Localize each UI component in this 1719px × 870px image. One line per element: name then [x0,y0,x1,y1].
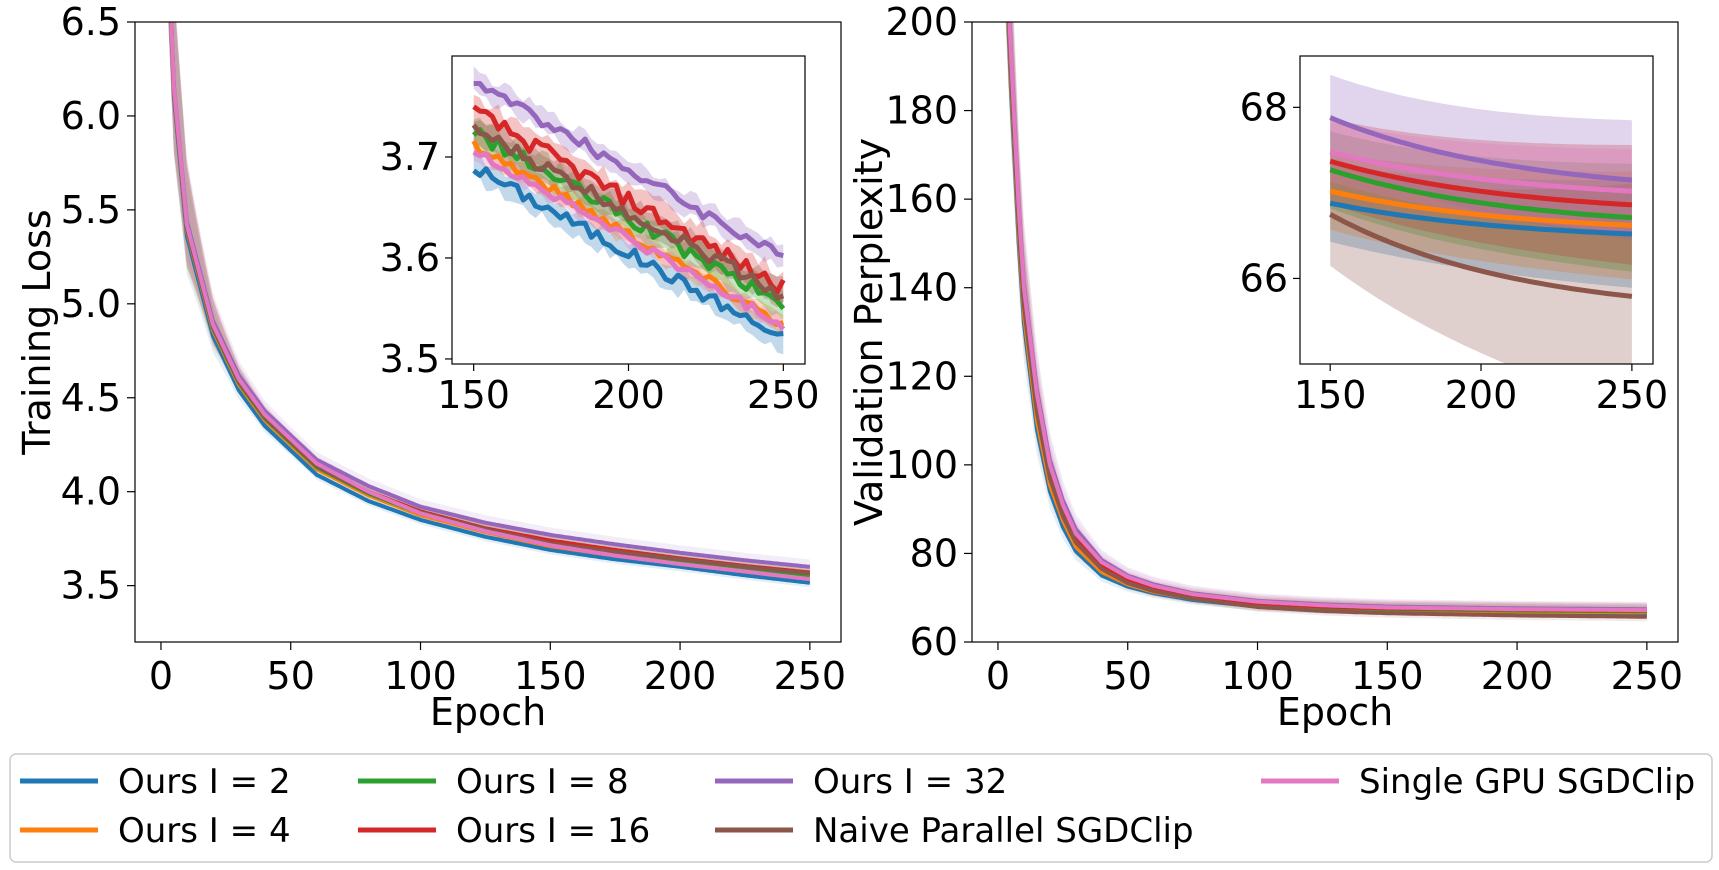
training-loss-xtick-label-250: 250 [774,654,847,698]
training-loss-ytick-label-5.0: 5.0 [61,282,121,326]
validation-perplexity-axes-frame [971,21,1679,643]
validation-perplexity-xtick-label-0: 0 [986,654,1010,698]
validation-perplexity-ylabel: Validation Perplexity [847,138,891,526]
validation-perplexity-ytick-label-100: 100 [885,443,958,487]
training-loss-xtick-label-150: 150 [514,654,587,698]
training-loss-line-single-gpu-sgdclip [169,22,811,582]
validation-perplexity-ytick-label-60: 60 [910,620,958,664]
validation-perplexity-inset-line-single-gpu-sgdclip [1329,149,1633,194]
validation-perplexity-ytick-label-120: 120 [885,354,958,398]
training-loss-inset-line-single-gpu-sgdclip [472,150,786,331]
training-loss-xtick-label-0: 0 [149,654,173,698]
validation-perplexity-chart: 0 50 100 150 200 250 60 80 100 120 140 160 180 200 E… [847,0,1683,734]
legend-label-single-gpu-sgdclip: Single GPU SGDClip [1359,762,1695,802]
training-loss-line-ours-i-2 [169,22,811,585]
training-loss-inset-ytick-label-3.6: 3.6 [380,236,440,280]
training-loss-inset-ytick-label-3.5: 3.5 [380,337,440,381]
validation-perplexity-ytick-label-180: 180 [885,89,958,133]
training-loss-ytick-label-3.5: 3.5 [61,564,121,608]
validation-perplexity-inset-xtick-label-200: 200 [1445,373,1518,417]
validation-perplexity-inset-line-ours-i-16 [1329,158,1633,208]
training-loss-inset-xtick-label-150: 150 [437,373,510,417]
training-loss-inset-xtick-label-200: 200 [592,373,665,417]
training-loss-xtick-label-50: 50 [267,654,315,698]
validation-perplexity-xtick-label-250: 250 [1611,654,1684,698]
training-loss-inset-line-naive-parallel-sgdclip [471,123,785,301]
validation-perplexity-inset-line-ours-i-2 [1329,200,1633,237]
training-loss-inset-line-ours-i-16 [472,104,786,295]
training-loss-ylabel: Training Loss [15,209,59,455]
validation-perplexity-inset-line-ours-i-4 [1329,188,1633,228]
validation-perplexity-line-naive-parallel-sgdclip [1006,22,1647,619]
training-loss-inset-xtick-label-250: 250 [747,373,820,417]
validation-perplexity-ytick-label-80: 80 [910,531,958,575]
training-loss-ytick-label-4.5: 4.5 [61,376,121,420]
legend-label-ours-i-8: Ours I = 8 [456,762,629,802]
legend-label-ours-i-4: Ours I = 4 [118,811,291,851]
validation-perplexity-inset-line-ours-i-32 [1329,115,1633,183]
training-loss-inset-ytick-label-3.7: 3.7 [380,135,440,179]
validation-perplexity-ytick-label-160: 160 [885,177,958,221]
validation-perplexity-inset: 150 200 250 66 68 [1240,55,1669,417]
legend: Ours I = 2 Ours I = 4 Ours I = 8 Ours I = 1… [9,753,1713,863]
training-loss-axes-frame [134,21,842,643]
training-loss-ytick-label-6.5: 6.5 [61,0,121,44]
training-loss-xlabel: Epoch [430,690,546,734]
training-loss-ytick-label-6.0: 6.0 [61,94,121,138]
validation-perplexity-xlabel: Epoch [1277,690,1393,734]
validation-perplexity-inset-ytick-label-68: 68 [1240,85,1288,129]
validation-perplexity-inset-line-ours-i-8 [1329,167,1633,221]
training-loss-ytick-label-4.0: 4.0 [61,470,121,514]
validation-perplexity-xtick-label-50: 50 [1104,654,1152,698]
training-loss-inset-band-ours-i-2 [473,150,784,355]
training-loss-chart: 0 50 100 150 200 250 3.5 4.0 4.5 5.0 5.5 6.0 6.5 Ep… [15,0,846,734]
validation-perplexity-xtick-label-200: 200 [1481,654,1554,698]
training-loss-inset-line-ours-i-32 [473,81,784,259]
validation-perplexity-ytick-label-200: 200 [885,0,958,44]
validation-perplexity-line-single-gpu-sgdclip [1007,22,1647,613]
legend-label-naive-parallel-sgdclip: Naive Parallel SGDClip [813,811,1194,851]
training-loss-inset-line-ours-i-2 [472,166,784,337]
validation-perplexity-inset-ytick-label-66: 66 [1240,256,1288,300]
training-loss-inset: 150 200 250 3.5 3.6 3.7 [380,55,820,417]
training-loss-xtick-label-100: 100 [384,654,457,698]
training-loss-inset-band-single-gpu-sgdclip [473,144,784,338]
validation-perplexity-inset-xtick-label-150: 150 [1294,373,1367,417]
legend-label-ours-i-16: Ours I = 16 [456,811,650,851]
validation-perplexity-inset-xtick-label-250: 250 [1596,373,1669,417]
training-loss-line-ours-i-32 [169,22,811,569]
validation-perplexity-inset-frame [1299,55,1654,365]
validation-perplexity-inset-line-naive-parallel-sgdclip [1329,212,1633,299]
validation-perplexity-xtick-label-100: 100 [1221,654,1294,698]
training-loss-xtick-label-200: 200 [644,654,717,698]
legend-label-ours-i-2: Ours I = 2 [118,762,291,802]
legend-label-ours-i-32: Ours I = 32 [813,762,1007,802]
validation-perplexity-xtick-label-150: 150 [1351,654,1424,698]
training-loss-ytick-label-5.5: 5.5 [61,188,121,232]
validation-perplexity-ytick-label-140: 140 [885,266,958,310]
